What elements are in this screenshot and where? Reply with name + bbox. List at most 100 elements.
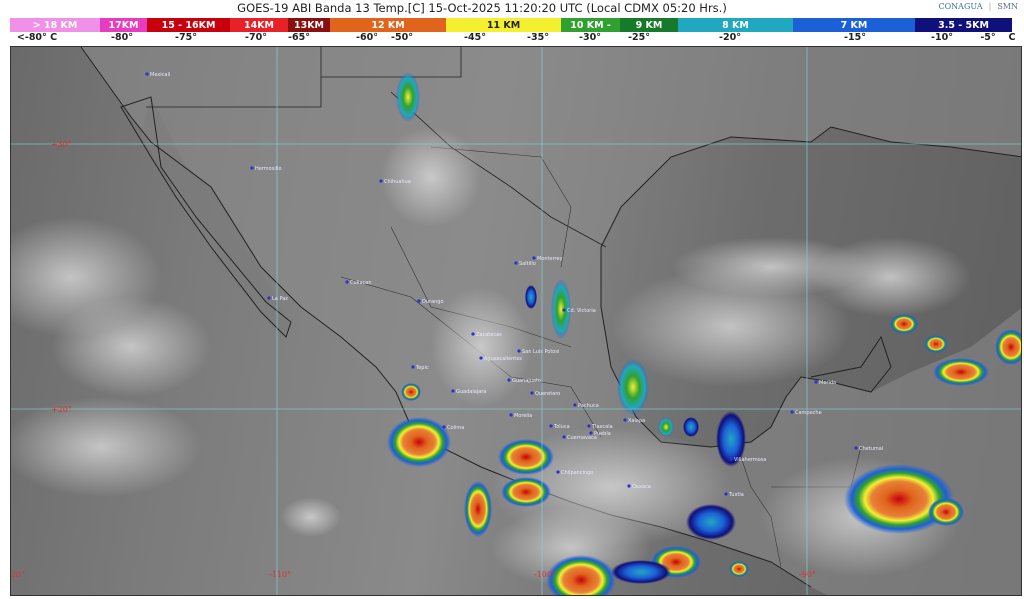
city-label: Hermosillo xyxy=(255,166,282,172)
storm-cell xyxy=(924,335,948,353)
city-dot xyxy=(514,261,518,265)
city-label: Saltillo xyxy=(519,261,536,267)
city-dot xyxy=(854,446,858,450)
city-dot xyxy=(729,457,733,461)
legend-band: 17KM xyxy=(100,18,147,32)
city-dot xyxy=(589,431,593,435)
city-markers: Mexicali Hermosillo Chihuahua La Paz Culiaca… xyxy=(145,72,883,498)
city-label: Guadalajara xyxy=(456,389,486,395)
color-legend: > 18 KM 17KM 15 - 16KM 14KM 13KM 12 KM 11 KM 10… xyxy=(10,18,1012,32)
cloud-area xyxy=(11,397,201,497)
city-label: Xalapa xyxy=(628,418,645,424)
legend-band: > 18 KM xyxy=(10,18,100,32)
city-dot xyxy=(562,435,566,439)
title-text: GOES-19 ABI Banda 13 Temp.[C] 15-Oct-202… xyxy=(237,1,727,15)
city-dot xyxy=(790,410,794,414)
city-label: Toluca xyxy=(553,424,570,430)
temp-tick: -30° xyxy=(579,32,601,43)
storm-cell xyxy=(716,411,746,467)
storm-cell xyxy=(933,358,989,386)
city-label: Pachuca xyxy=(578,403,599,409)
city-dot xyxy=(507,378,511,382)
city-dot xyxy=(724,492,728,496)
storm-cell xyxy=(729,561,749,577)
city-dot xyxy=(530,391,534,395)
agency-logos: CONAGUA | SMN xyxy=(938,2,1019,11)
city-dot xyxy=(623,418,627,422)
city-label: Culiacan xyxy=(350,280,371,286)
cloud-area xyxy=(671,237,871,297)
city-dot xyxy=(573,403,577,407)
city-label: Tepic xyxy=(415,365,429,371)
temp-tick: <-80° C xyxy=(16,32,58,43)
city-label: Cuernavaca xyxy=(567,435,597,441)
city-dot xyxy=(549,424,553,428)
temp-tick: -70° xyxy=(245,32,267,43)
cloud-area xyxy=(381,127,481,227)
storm-cell xyxy=(387,417,451,467)
temp-tick: -65° xyxy=(288,32,310,43)
lat-label-30: +30° xyxy=(51,140,72,149)
legend-band: 8 KM xyxy=(678,18,793,32)
city-label: Mexicali xyxy=(150,72,170,78)
storm-cell xyxy=(498,439,554,475)
legend-band: 11 KM xyxy=(446,18,561,32)
storm-cell xyxy=(551,279,571,339)
city-dot xyxy=(627,484,631,488)
city-dot xyxy=(509,413,513,417)
storm-cell xyxy=(396,72,420,122)
smn-logo: SMN xyxy=(997,2,1018,11)
temp-tick: -50° xyxy=(391,32,413,43)
city-label: Tuxtla xyxy=(728,492,744,498)
temp-tick: -45° xyxy=(464,32,486,43)
city-label: Chilpancingo xyxy=(561,470,593,476)
city-label: Puebla xyxy=(594,431,611,437)
storm-cell xyxy=(401,383,421,401)
legend-band: 12 KM xyxy=(330,18,446,32)
storm-cell xyxy=(525,285,537,309)
map-canvas: +30° +20° -120° -110° -100° -90° Mexical… xyxy=(11,47,1021,595)
temp-tick: C xyxy=(1008,32,1016,43)
city-label: Guanajuato xyxy=(512,378,541,384)
city-dot xyxy=(250,166,254,170)
city-dot xyxy=(479,356,483,360)
legend-band: 7 KM xyxy=(793,18,915,32)
city-label: Villahermosa xyxy=(734,457,766,463)
city-dot xyxy=(267,296,271,300)
city-label: La Paz xyxy=(272,296,288,302)
city-label: Monterrey xyxy=(537,256,563,262)
legend-band: 13KM xyxy=(288,18,330,32)
city-dot xyxy=(587,424,591,428)
legend-band: 14KM xyxy=(230,18,288,32)
storm-cell xyxy=(658,417,674,437)
city-label: Tlaxcala xyxy=(591,424,613,430)
legend-band: 10 KM - xyxy=(561,18,620,32)
cloud-area xyxy=(491,507,651,587)
legend-band: 9 KM xyxy=(620,18,678,32)
storm-cell xyxy=(683,417,699,437)
temp-tick: -60° xyxy=(356,32,378,43)
temperature-scale: <-80° C -80° -75° -70° -65° -60° -50° -45° -35° -… xyxy=(0,32,1024,45)
cloud-area xyxy=(51,297,211,397)
storm-cell xyxy=(464,481,492,537)
temp-tick: -35° xyxy=(527,32,549,43)
cloud-cover xyxy=(11,127,971,587)
city-dot xyxy=(379,179,383,183)
lon-label-120: -120° xyxy=(11,570,25,579)
city-label: San Luis Potosi xyxy=(522,349,559,355)
lon-label-110: -110° xyxy=(269,570,291,579)
city-dot xyxy=(417,299,421,303)
city-dot xyxy=(451,389,455,393)
legend-band: 15 - 16KM xyxy=(147,18,230,32)
lat-lon-grid xyxy=(11,47,1021,595)
storm-cell xyxy=(844,464,954,534)
conagua-logo: CONAGUA xyxy=(938,2,983,11)
city-label: Chihuahua xyxy=(384,179,411,185)
city-dot xyxy=(562,308,566,312)
storm-cell xyxy=(995,329,1021,365)
city-label: Campeche xyxy=(795,410,822,416)
city-dot xyxy=(814,380,818,384)
city-label: Queretaro xyxy=(535,391,560,397)
satellite-map[interactable]: +30° +20° -120° -110° -100° -90° Mexical… xyxy=(10,46,1022,596)
storm-cell xyxy=(611,560,671,584)
